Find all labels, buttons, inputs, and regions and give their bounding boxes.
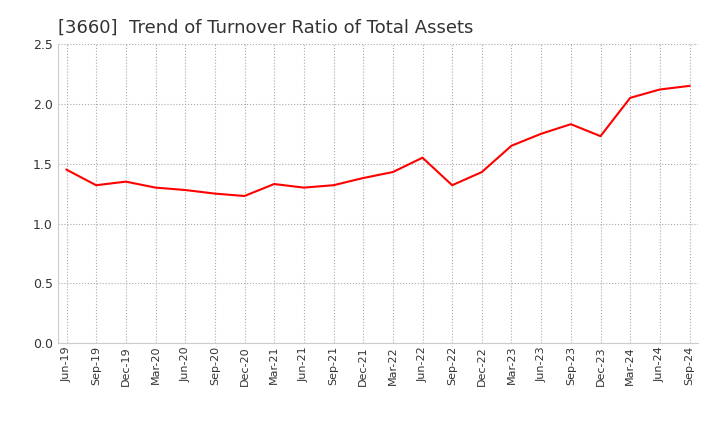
Text: [3660]  Trend of Turnover Ratio of Total Assets: [3660] Trend of Turnover Ratio of Total …: [58, 19, 473, 37]
